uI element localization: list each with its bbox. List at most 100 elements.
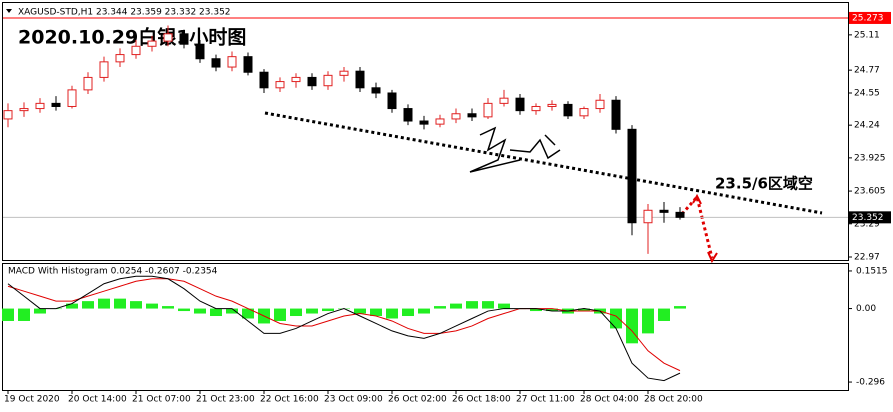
macd-histogram-bar — [66, 303, 78, 309]
candle-body — [67, 89, 77, 107]
macd-histogram-bar — [82, 301, 94, 309]
macd-histogram-bar — [210, 308, 222, 317]
target-note: 23.5/6区域空 — [715, 175, 813, 193]
macd-histogram-bar — [242, 308, 254, 319]
macd-histogram-bar — [578, 308, 590, 312]
price-label: 23.352 — [852, 213, 884, 223]
level-tag — [849, 11, 891, 24]
candle-body — [323, 74, 333, 87]
candle-body — [499, 97, 509, 104]
x-tick-label: 23 Oct 09:00 — [324, 395, 383, 405]
candle-body — [403, 108, 413, 122]
macd-y-tick-label: 0.1515 — [856, 266, 888, 276]
candle-body — [515, 97, 525, 112]
candle-body — [115, 54, 125, 63]
macd-histogram-bar — [626, 308, 638, 344]
macd-histogram-bar — [610, 308, 622, 329]
chart-title: XAGUSD-STD,H1 23.344 23.359 23.332 23.35… — [18, 8, 231, 18]
x-tick-label: 22 Oct 16:00 — [260, 395, 319, 405]
x-tick-label: 26 Oct 02:00 — [388, 395, 447, 405]
arrow-head — [692, 193, 702, 205]
candle-body — [643, 209, 653, 224]
macd-histogram-bar — [2, 308, 14, 321]
macd-histogram-bar — [658, 308, 670, 321]
candle-body — [131, 45, 141, 56]
candle-body — [195, 43, 205, 60]
macd-histogram-bar — [18, 308, 30, 321]
y-tick-label: 23.29 — [854, 219, 880, 229]
macd-histogram-bar — [194, 308, 206, 314]
candle-body — [99, 61, 109, 78]
candle-body — [307, 76, 317, 87]
candle-body — [51, 102, 61, 107]
candle-body — [675, 211, 685, 218]
macd-histogram-bar — [370, 308, 382, 317]
macd-histogram-bar — [274, 308, 286, 321]
y-tick-label: 24.77 — [854, 66, 880, 76]
y-tick-label: 25.11 — [854, 30, 880, 40]
candle-body — [339, 70, 349, 76]
y-tick-label: 23.605 — [854, 187, 886, 197]
candle-body — [531, 105, 541, 112]
candle-body — [83, 76, 93, 91]
x-tick-label: 20 Oct 14:00 — [68, 395, 127, 405]
main-panel — [2, 2, 849, 261]
candle-body — [35, 102, 45, 110]
macd-histogram-bar — [418, 308, 430, 314]
level-label: 25.273 — [852, 13, 884, 23]
macd-histogram-bar — [674, 306, 686, 309]
macd-histogram-bar — [482, 301, 494, 309]
macd-histogram-bar — [354, 308, 366, 314]
macd-histogram-bar — [466, 301, 478, 309]
candle-body — [483, 102, 493, 118]
y-tick-label: 22.97 — [854, 252, 880, 262]
macd-histogram-bar — [450, 303, 462, 309]
annotation: 2020.10.29白银1小时图 — [18, 26, 246, 49]
candle-body — [547, 103, 557, 107]
candle-body — [19, 108, 29, 112]
macd-histogram-bar — [402, 308, 414, 317]
candle-body — [147, 40, 157, 47]
candle-body — [563, 103, 573, 117]
candle-body — [243, 56, 253, 73]
macd-histogram-bar — [98, 298, 110, 309]
y-tick-label: 24.24 — [854, 121, 880, 131]
macd-histogram-bar — [546, 308, 558, 312]
candle-body — [451, 113, 461, 120]
plot-layer: 25.11 24.77 24.55 24.24 23.925 23.605 23.29 22.… — [2, 11, 891, 405]
x-tick-label: 19 Oct 2020 — [4, 395, 60, 405]
candle-body — [291, 76, 301, 83]
signature — [469, 126, 561, 173]
macd-histogram-bar — [498, 303, 510, 309]
candle-body — [659, 209, 669, 213]
candle-body — [371, 87, 381, 94]
candle-body — [627, 128, 637, 224]
macd-histogram-bar — [114, 298, 126, 309]
macd-y-tick-label: 0.00 — [856, 304, 876, 314]
macd-histogram-bar — [642, 308, 654, 334]
macd-histogram-bar — [146, 303, 158, 309]
candle-body — [355, 70, 365, 89]
arrow-head — [707, 251, 718, 264]
candle-body — [227, 56, 237, 68]
macd-histogram-bar — [226, 308, 238, 314]
macd-histogram-bar — [290, 308, 302, 317]
candle-body — [387, 92, 397, 110]
macd-main-line — [7, 275, 681, 382]
candle-body — [275, 81, 285, 89]
menu-arrow — [6, 9, 12, 13]
macd-histogram-bar — [386, 308, 398, 319]
macd-histogram-bar — [322, 308, 334, 312]
trend-line — [264, 111, 823, 215]
x-tick-label: 21 Oct 23:00 — [196, 395, 255, 405]
forecast-arrow — [680, 193, 714, 259]
price-tag — [849, 211, 891, 224]
candle-body — [211, 58, 221, 68]
macd-histogram-bar — [434, 306, 446, 309]
candle-body — [3, 110, 13, 120]
candle-body — [611, 99, 621, 130]
candle-body — [435, 118, 445, 125]
candle-body — [419, 120, 429, 125]
x-tick-label: 28 Oct 20:00 — [644, 395, 703, 405]
